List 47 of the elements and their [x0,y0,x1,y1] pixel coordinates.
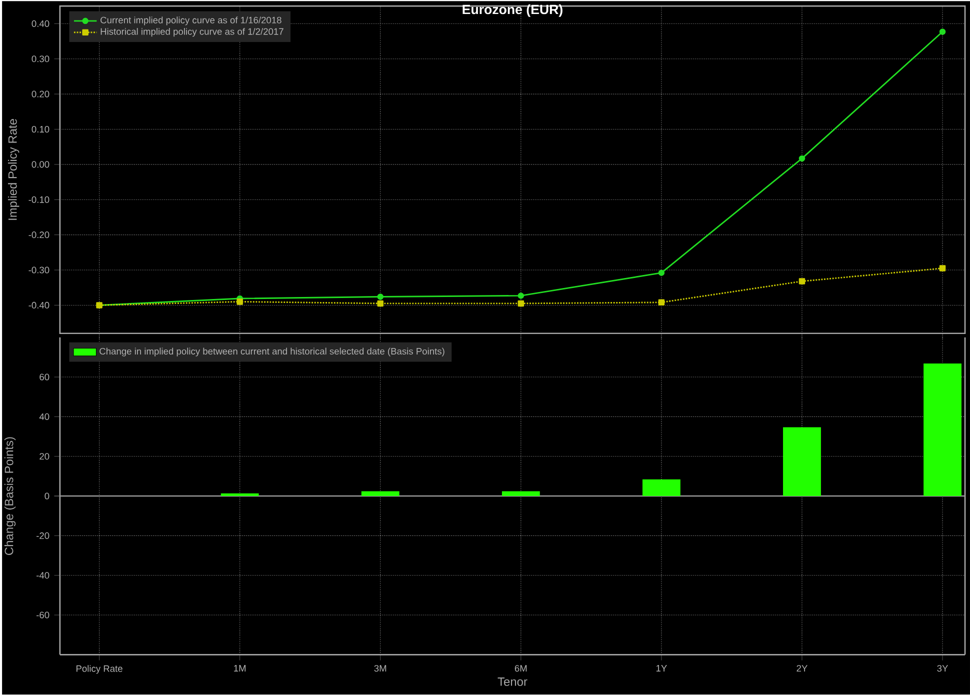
y-tick-label: 20 [40,453,50,460]
y-tick-label: -40 [36,572,50,579]
y-tick-label: 0.20 [32,90,50,98]
point [798,156,806,162]
y-tick-label: 40 [39,414,50,420]
y-tick-label: -0.30 [28,266,50,274]
x-tick-label: 3M [374,665,386,672]
point [658,270,665,276]
legend-label: Historical implied policy curve as of 1/2/2017 [100,28,284,37]
y-tick-label: 0.10 [32,126,50,133]
point [377,294,384,300]
point [798,278,806,285]
y-tick-label: -60 [36,612,50,619]
y-tick-label: -0.40 [28,302,50,309]
x-tick-label: 6M [514,665,527,672]
bar [642,480,680,496]
x-tick-label: 2Y [796,665,808,672]
y-tick-label: -0.20 [28,232,50,238]
bar [220,494,259,496]
y-tick-label: 0.40 [32,20,50,28]
chart-title: Eurozone (EUR) [462,4,562,18]
y-tick-label: -0.10 [28,196,50,204]
point [658,299,665,306]
point [377,300,384,307]
legend-label: Change in implied policy between current and historical selected date (Basis Points) [100,348,444,357]
point [518,292,524,300]
y-tick-label: 0.30 [32,56,50,62]
y-tick-label: -20 [36,532,50,540]
y-tick-label: 60 [40,374,50,381]
bar [361,491,400,496]
y-axis-title: Implied Policy Rate [8,119,20,220]
x-tick-label: Policy Rate [76,665,122,674]
x-axis-title: Tenor [498,678,528,686]
legend-label: Current implied policy curve as of 1/16/2018 [100,16,282,26]
point [939,265,946,272]
bar [783,427,821,496]
y-tick-label: 0 [44,492,50,500]
point [236,298,243,306]
x-tick-label: 1M [234,665,246,672]
point [518,300,524,307]
x-tick-label: 3Y [937,665,948,672]
x-tick-label: 1Y [656,665,667,672]
y-tick-label: 0.00 [32,161,50,168]
point [939,28,946,36]
y-axis-title: Change (Basis Points) [4,437,16,556]
bar [502,491,540,496]
bar [924,364,962,496]
